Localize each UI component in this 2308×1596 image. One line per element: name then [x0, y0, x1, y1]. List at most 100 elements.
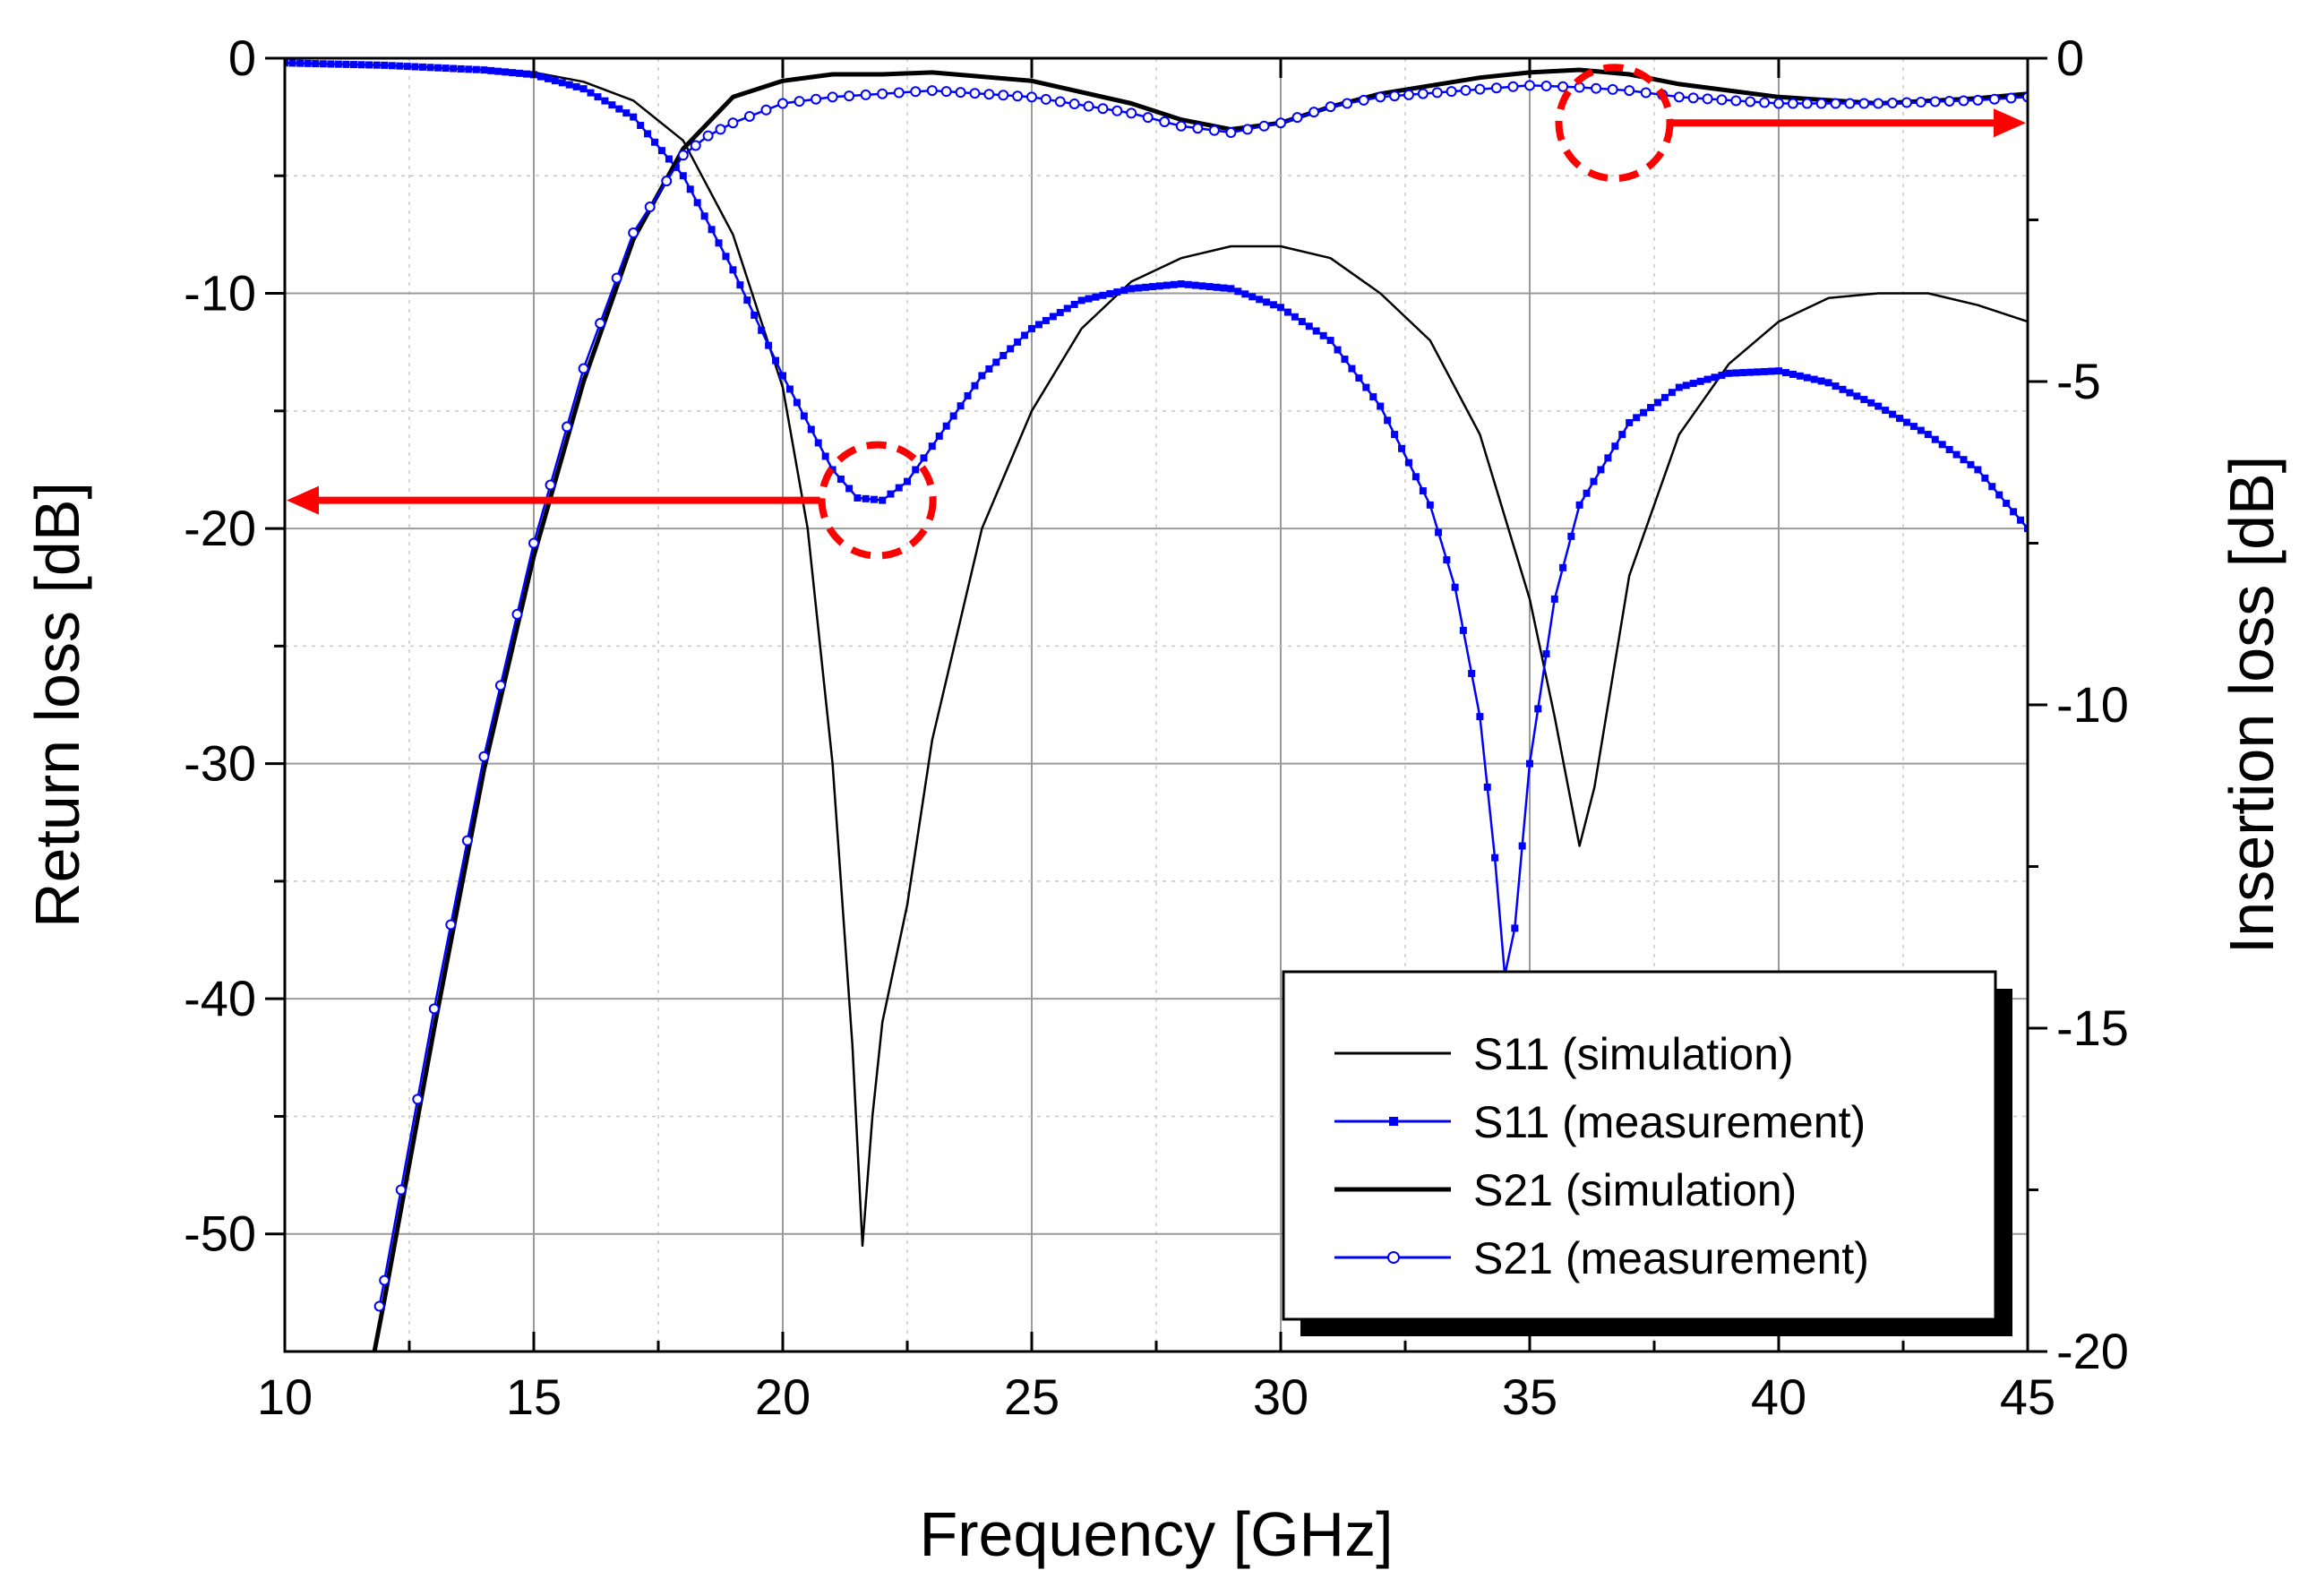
data-point	[949, 412, 957, 420]
legend-label: S21 (simulation)	[1473, 1165, 1797, 1215]
data-point	[1718, 372, 1726, 380]
legend: S11 (simulation) S11 (measurement) S21 (si…	[1282, 970, 2012, 1336]
data-point	[1283, 308, 1291, 316]
data-point	[1170, 280, 1178, 288]
data-point	[1716, 94, 1728, 106]
data-point	[971, 382, 979, 390]
data-point	[312, 60, 320, 68]
data-point	[1097, 103, 1109, 115]
data-point	[1583, 489, 1591, 497]
data-point	[1917, 426, 1925, 434]
data-point	[1745, 96, 1756, 107]
data-point	[1404, 459, 1412, 467]
data-point	[1960, 456, 1968, 464]
x-axis-title: Frequency [GHz]	[919, 1499, 1393, 1569]
data-point	[811, 93, 822, 105]
data-point	[964, 391, 972, 399]
data-point	[690, 140, 701, 151]
data-point	[1773, 98, 1784, 109]
data-point	[1175, 120, 1187, 132]
data-point	[985, 365, 993, 373]
data-point	[1451, 583, 1459, 591]
data-point	[1540, 81, 1552, 92]
data-point	[940, 86, 952, 98]
data-point	[1358, 94, 1369, 106]
data-point	[373, 61, 381, 69]
data-point	[1411, 473, 1420, 481]
data-point	[1938, 441, 1946, 449]
data-point	[622, 109, 631, 117]
data-point	[887, 490, 895, 498]
data-point	[793, 399, 801, 407]
data-point	[1468, 669, 1476, 677]
data-point	[1761, 367, 1769, 375]
data-point	[395, 1184, 407, 1196]
data-point	[1860, 396, 1868, 404]
data-point	[1618, 431, 1626, 439]
data-point	[1334, 346, 1342, 354]
data-point	[1149, 283, 1157, 291]
data-point	[1796, 372, 1804, 380]
data-point	[1518, 842, 1526, 850]
data-point	[1377, 402, 1385, 410]
data-point	[285, 59, 288, 67]
data-point	[465, 65, 473, 73]
data-point	[1126, 107, 1137, 119]
x-tick-label: 10	[257, 1369, 313, 1425]
data-point	[1711, 373, 1719, 382]
data-point	[357, 61, 365, 69]
data-point	[1305, 322, 1313, 330]
data-point	[1730, 95, 1742, 107]
data-point	[572, 82, 580, 90]
axis-ticks: 10 15 20 25 30 35 40 45 0 -10 -20 -30 -40 -50 0 -5 -10 -1…	[184, 30, 2129, 1425]
data-point	[1591, 82, 1602, 94]
s11-simulation-series	[285, 62, 2028, 1248]
annotations	[287, 64, 2026, 560]
data-point	[1557, 81, 1569, 92]
data-point	[1256, 296, 1264, 304]
data-point	[1049, 313, 1057, 321]
data-point	[1476, 713, 1484, 721]
data-point	[1915, 96, 1926, 107]
data-point	[1241, 290, 1249, 298]
data-point	[1853, 392, 1861, 400]
data-point	[1398, 444, 1406, 452]
data-point	[1882, 407, 1890, 415]
data-point	[644, 130, 652, 138]
x-tick-label: 30	[1253, 1369, 1308, 1425]
data-point	[1042, 316, 1050, 324]
data-point	[1248, 293, 1257, 301]
data-point	[396, 62, 404, 70]
data-point	[1070, 300, 1078, 308]
data-point	[551, 77, 559, 85]
data-point	[800, 412, 808, 420]
data-point	[1142, 112, 1154, 124]
data-point	[1443, 556, 1451, 564]
data-point	[1725, 369, 1733, 377]
data-point	[1817, 377, 1825, 385]
legend-box	[1282, 970, 1997, 1321]
data-point	[702, 130, 714, 142]
data-point	[1198, 282, 1206, 290]
data-point	[637, 122, 645, 130]
data-point	[562, 421, 573, 433]
data-point	[998, 90, 1009, 101]
x-tick-label: 40	[1751, 1369, 1806, 1425]
data-point	[1673, 91, 1685, 103]
data-point	[579, 85, 588, 93]
data-point	[1875, 402, 1883, 410]
data-point	[1213, 283, 1221, 291]
data-point	[777, 98, 788, 109]
data-point	[1896, 415, 1904, 423]
data-point	[1746, 368, 1755, 376]
annotation-circle	[1555, 64, 1674, 183]
data-point	[935, 432, 943, 440]
data-point	[942, 422, 950, 430]
y-tick-label: -10	[184, 265, 256, 322]
data-point	[319, 60, 327, 68]
data-point	[661, 176, 673, 187]
data-point	[381, 61, 389, 69]
data-point	[1277, 304, 1284, 312]
data-point	[1106, 289, 1114, 297]
data-point	[2017, 516, 2025, 524]
